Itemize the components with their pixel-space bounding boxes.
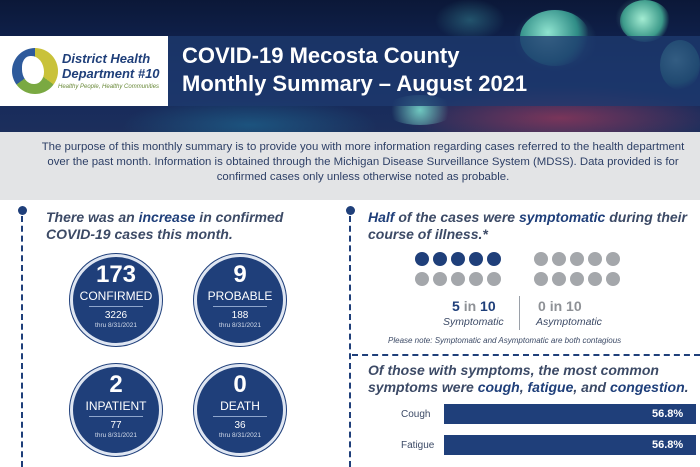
stat-cumulative: 188 [231,310,249,321]
stat-death: 0 DEATH 36 thru 8/31/2021 [194,364,286,456]
person-dot-empty [469,272,483,286]
person-dot-empty [606,272,620,286]
person-dot-empty [415,272,429,286]
bar-category-label: Cough [401,409,431,420]
stat-value: 173 [95,261,137,288]
person-dot-empty [534,272,548,286]
symptomatic-heading: Half of the cases were symptomatic durin… [368,209,687,242]
person-dot-empty [588,272,602,286]
section-separator [352,354,700,356]
page-title: COVID-19 Mecosta County Monthly Summary … [182,42,682,98]
bar-category-label: Fatigue [401,440,435,451]
stat-probable: 9 PROBABLE 188 thru 8/31/2021 [194,254,286,346]
person-dot-empty [433,272,447,286]
michigan-logo-icon [12,48,58,94]
title-line-2: Monthly Summary – August 2021 [182,71,528,96]
stat-thru-date: thru 8/31/2021 [219,432,261,439]
person-dot-empty [451,272,465,286]
symptomatic-label: Symptomatic [443,316,504,328]
person-dot-empty [534,252,548,266]
stat-thru-date: thru 8/31/2021 [95,432,137,439]
divider [519,296,520,330]
person-dot-empty [487,272,501,286]
person-dot-empty [552,252,566,266]
timeline-line [349,216,351,467]
logo-tagline: Healthy People, Healthy Communities [58,84,160,90]
stat-value: 9 [233,261,247,288]
timeline-line [21,216,23,467]
stat-value: 0 [233,371,247,398]
person-dot-empty [588,252,602,266]
stat-label: DEATH [220,399,260,413]
stat-value: 2 [109,371,123,398]
bar-value-label: 56.8% [652,439,684,451]
stat-inpatient: 2 INPATIENT 77 thru 8/31/2021 [70,364,162,456]
symptomatic-ratio: 5 in 10 [452,298,496,314]
person-dot-filled [451,252,465,266]
title-line-1: COVID-19 Mecosta County [182,43,460,68]
contagious-note: Please note: Symptomatic and Asymptomati… [388,336,622,345]
stat-cumulative: 3226 [104,310,128,321]
stat-confirmed: 173 CONFIRMED 3226 thru 8/31/2021 [70,254,162,346]
asymptomatic-ratio: 0 in 10 [538,298,582,314]
asymptomatic-label: Asymptomatic [536,316,602,328]
person-dot-empty [606,252,620,266]
cases-heading: There was an increase in confirmed COVID… [46,209,284,242]
stat-cumulative: 36 [234,420,246,431]
stat-label: INPATIENT [85,399,147,413]
bar-fatigue [444,435,696,455]
common-symptoms-heading: Of those with symptoms, the most common … [368,362,689,395]
intro-text: The purpose of this monthly summary is t… [0,132,700,200]
stat-thru-date: thru 8/31/2021 [219,322,261,329]
stat-cumulative: 77 [110,420,122,431]
person-dot-empty [570,252,584,266]
virus-particle-image [620,0,670,42]
timeline-pin-icon [18,206,27,215]
person-dot-empty [570,272,584,286]
person-dot-filled [487,252,501,266]
person-dot-filled [433,252,447,266]
stat-label: CONFIRMED [79,289,153,303]
bar-cough [444,404,696,424]
bar-value-label: 56.8% [652,408,684,420]
person-dot-empty [552,272,566,286]
stat-label: PROBABLE [207,289,273,303]
person-dot-filled [469,252,483,266]
person-dot-filled [415,252,429,266]
timeline-pin-icon [346,206,355,215]
stat-thru-date: thru 8/31/2021 [95,322,137,329]
logo-name: District Health Department #10 [62,51,160,81]
